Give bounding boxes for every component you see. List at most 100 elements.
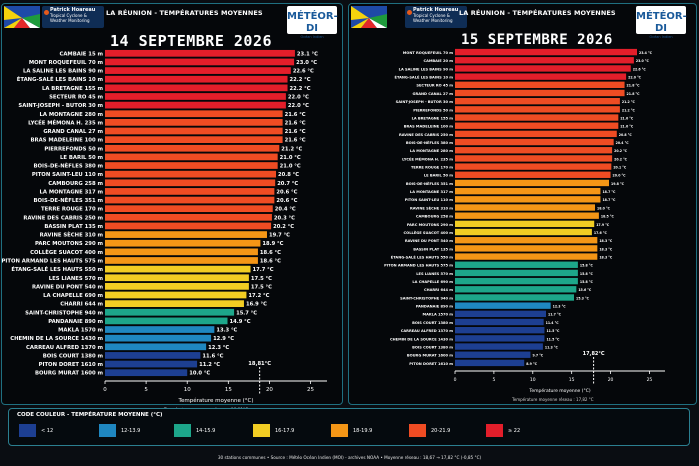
value-label: 21.2 °C (622, 100, 636, 104)
category-label: ÉTANG-SALÉ LES BAINS 10 m (394, 75, 453, 80)
category-label: BASSIN PLAT 135 m (413, 247, 453, 251)
category-label: RAVINE DES CABRIS 250 m (23, 215, 103, 221)
value-label: 21.8 °C (627, 84, 641, 88)
value-label: 17.9 °C (596, 223, 610, 227)
value-label: 22.6 °C (633, 67, 647, 71)
bar (105, 274, 249, 282)
bar (105, 93, 286, 100)
value-label: 12.9 °C (213, 336, 234, 342)
bar (455, 130, 617, 138)
bar (105, 127, 283, 135)
legend-swatch (253, 424, 270, 437)
brand-name: Patrick Hoareau (50, 7, 96, 13)
bar (105, 291, 247, 299)
value-label: 11.6 °C (202, 353, 223, 359)
brand-name: Patrick Hoareau (413, 7, 459, 13)
category-label: SAINT-JOSEPH - BUTOR 30 m (18, 103, 103, 109)
value-label: 15.3 °C (576, 296, 590, 300)
legend-label: ≥ 22 (508, 427, 521, 434)
value-label: 15.8 °C (580, 264, 594, 268)
x-tick-label: 5 (144, 387, 148, 393)
value-label: 18.6 °C (260, 250, 281, 256)
category-label: PITON ARMAND LES HAUTS 575 m (2, 258, 104, 264)
bar (455, 97, 620, 105)
bar (105, 162, 278, 169)
category-label: PITON DORET 1610 m (409, 362, 453, 366)
bar (105, 283, 249, 290)
value-label: 15.8 °C (580, 280, 594, 284)
bar (105, 101, 286, 109)
value-label: 21.6 °C (285, 120, 306, 126)
bar (455, 327, 545, 334)
meteo-logo-name: MÉTÉOR-DI (636, 11, 687, 34)
value-label: 19.8 °C (611, 182, 625, 186)
legend-swatch (331, 424, 348, 437)
x-axis-label: Température moyenne (°C) (178, 397, 254, 404)
mean-label: 18,81°C (248, 361, 271, 367)
x-tick-label: 5 (492, 377, 495, 383)
bar (455, 261, 578, 268)
bar (105, 196, 275, 204)
value-label: 18.9 °C (262, 241, 283, 247)
value-label: 20.2 °C (614, 157, 628, 161)
bar (455, 228, 592, 236)
value-label: 22.0 °C (628, 76, 642, 80)
meteo-logo-sub: Océan Indien (300, 35, 324, 39)
category-label: BOIS COURT 1380 m (412, 321, 453, 325)
category-label: LA CHAPELLE 690 m (412, 280, 453, 284)
bar (455, 147, 613, 154)
category-label: BRAS MADELEINE 100 m (404, 125, 453, 129)
bar (105, 343, 207, 351)
bar (105, 369, 188, 377)
legend-item: 12-13.9 (99, 424, 140, 437)
value-label: 21.0 °C (280, 155, 301, 161)
value-label: 20.2 °C (273, 224, 294, 230)
category-label: PITON SAINT-LEU 110 m (405, 198, 454, 202)
value-label: 8.9 °C (526, 362, 537, 366)
value-label: 22.2 °C (290, 86, 311, 92)
meteo-logo-name: MÉTÉOR-DI (287, 11, 338, 34)
category-label: SAINT-CHRISTOPHE 940 m (25, 310, 103, 316)
value-label: 21.2 °C (622, 108, 636, 112)
x-tick-label: 0 (454, 377, 457, 383)
legend-label: 20-21.9 (431, 427, 451, 434)
value-label: 18.3 °C (599, 239, 613, 243)
value-label: 17.6 °C (594, 231, 608, 235)
legend-item: 18-19.9 (331, 424, 372, 437)
category-label: CHARRI 644 m (60, 302, 103, 308)
value-label: 20.8 °C (619, 133, 633, 137)
category-label: LA SALINE LES BAINS 90 m (399, 67, 454, 71)
x-tick-label: 10 (530, 377, 536, 383)
meteo-logo: MÉTÉOR-DI Océan Indien (636, 6, 687, 39)
category-label: BOIS COURT 1380 m (43, 353, 104, 359)
meteo-logo-sub: Océan Indien (649, 35, 673, 39)
value-label: 23.0 °C (636, 59, 650, 63)
category-label: PITON ARMAND LES HAUTS 575 m (384, 264, 453, 268)
legend-title: CODE COULEUR - TEMPÉRATURE MOYENNE (°C) (17, 412, 163, 418)
x-tick-label: 15 (225, 387, 232, 393)
value-label: 11.5 °C (546, 337, 560, 341)
color-legend: CODE COULEUR - TEMPÉRATURE MOYENNE (°C) … (8, 408, 690, 446)
legend-item: ≥ 22 (486, 424, 520, 437)
x-tick-label: 0 (103, 387, 107, 393)
legend-swatch (409, 424, 426, 437)
bar (105, 213, 272, 221)
bar (105, 334, 212, 342)
value-label: 20.3 °C (274, 215, 295, 221)
category-label: RAVINE DU PONT 540 m (405, 239, 453, 243)
category-label: CARREAU ALFRED 1370 m (401, 329, 453, 333)
value-label: 21.0 °C (280, 164, 301, 170)
bar (105, 248, 258, 256)
legend-item: 16-17.9 (253, 424, 294, 437)
bar (105, 205, 273, 213)
mean-label: 17,82°C (583, 351, 605, 357)
value-label: 20.0 °C (613, 174, 627, 178)
category-label: PIERREFONDS 50 m (44, 146, 103, 152)
legend-item: < 12 (19, 424, 53, 437)
footer-note: 30 stations communes • Source : Météo Oc… (217, 455, 482, 460)
value-label: 12.3 °C (208, 345, 229, 351)
bar (105, 188, 275, 195)
value-label: 21.0 °C (620, 125, 634, 129)
legend-label: < 12 (41, 427, 54, 434)
category-label: ÉTANG-SALÉ LES BAINS 10 m (17, 75, 104, 83)
